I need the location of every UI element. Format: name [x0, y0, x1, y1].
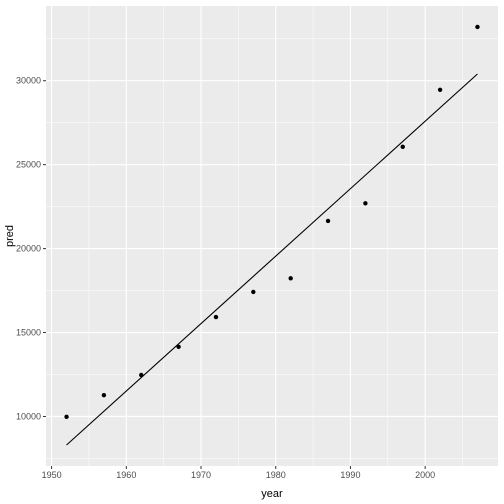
data-point	[325, 218, 331, 224]
data-point	[251, 289, 256, 295]
data-point	[139, 372, 144, 378]
fit-line	[66, 73, 478, 446]
y-axis-title: pred	[4, 225, 16, 247]
y-tick-label: 15000	[16, 328, 41, 338]
data-point	[101, 392, 107, 398]
data-point	[363, 201, 368, 206]
data-point	[213, 314, 219, 320]
data-point	[475, 24, 480, 30]
y-tick-label: 10000	[16, 411, 41, 421]
y-tick-label: 30000	[16, 76, 41, 86]
x-tick-label: 1950	[42, 470, 62, 480]
x-tick-label: 2000	[415, 470, 435, 480]
data-point	[437, 87, 443, 92]
plot-panel	[46, 6, 498, 466]
y-tick-label: 25000	[16, 160, 41, 170]
x-tick-label: 1990	[340, 470, 360, 480]
minor-gridlines	[46, 6, 498, 466]
y-tick-label: 20000	[16, 244, 41, 254]
data-point	[288, 276, 293, 281]
x-tick-label: 1970	[191, 470, 211, 480]
x-axis-ticks: 1950 1960 1970 1980 1990 2000	[42, 466, 435, 480]
y-axis-ticks: 10000 15000 20000 25000 30000	[16, 76, 46, 421]
x-tick-label: 1980	[266, 470, 286, 480]
data-point	[176, 344, 181, 350]
data-point	[400, 144, 405, 150]
data-points	[64, 24, 480, 420]
fit-line-group	[66, 73, 478, 446]
x-axis-title: year	[261, 488, 283, 500]
major-gridlines	[46, 6, 498, 466]
x-tick-label: 1960	[116, 470, 136, 480]
data-point	[64, 414, 69, 420]
